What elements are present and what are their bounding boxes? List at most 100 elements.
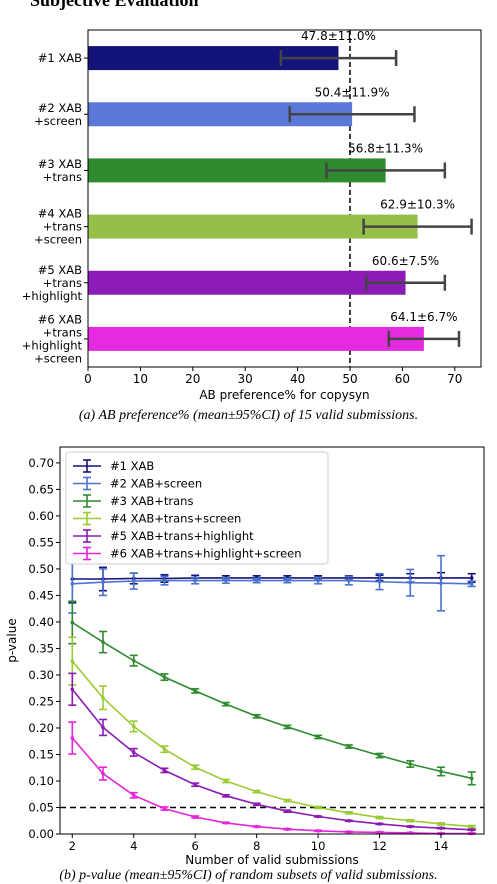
x-tick-label-2-10: 10: [311, 839, 326, 853]
x-tick-label-50: 50: [342, 372, 357, 386]
series-5-point-13: [408, 824, 413, 829]
x-tick-label-40: 40: [290, 372, 305, 386]
x-tick-label-30: 30: [238, 372, 253, 386]
series-5-point-8: [254, 802, 259, 807]
x-axis-label-2: Number of valid submissions: [185, 853, 359, 867]
series-6-point-5: [162, 806, 167, 811]
y-tick-label-10: 0.50: [28, 562, 54, 576]
series-6-point-6: [193, 815, 197, 819]
series-5-point-4: [131, 750, 136, 755]
y-tick-label-2: 0.10: [28, 774, 54, 788]
series-3-point-2: [70, 620, 75, 625]
legend-label-6: #6 XAB+trans+highlight+screen: [110, 547, 302, 561]
legend-label-2: #2 XAB+screen: [110, 477, 202, 491]
x-axis-label-1: AB preference% for copysyn: [199, 388, 369, 402]
y-tick-label-0: 0.00: [28, 827, 54, 841]
series-5-point-11: [347, 818, 351, 823]
category-label-1-1: #1 XAB: [38, 51, 82, 65]
series-3-point-6: [193, 689, 197, 693]
series-4-point-2: [70, 659, 75, 663]
series-2-point-11: [347, 578, 351, 583]
x-tick-label-2-8: 8: [253, 839, 260, 853]
x-tick-label-2-4: 4: [130, 839, 137, 853]
data-label-2: 50.4±11.9%: [315, 85, 390, 99]
legend-box: [65, 451, 329, 565]
category-label-5-2: +trans: [43, 276, 82, 290]
series-2-point-4: [131, 579, 136, 583]
series-3-point-10: [316, 735, 320, 739]
legend-label-5: #5 XAB+trans+highlight: [110, 529, 254, 543]
series-3-point-14: [439, 769, 443, 774]
x-tick-label-2-14: 14: [434, 839, 449, 853]
series-2-point-5: [162, 578, 167, 583]
y-axis-label-2: p-value: [5, 618, 19, 662]
series-3-point-8: [254, 714, 259, 719]
series-line-2: [72, 579, 472, 585]
series-line-3: [71, 621, 472, 780]
series-4-point-11: [347, 810, 351, 815]
y-tick-label-3: 0.15: [28, 747, 54, 761]
series-4-point-7: [224, 779, 228, 783]
y-tick-label-13: 0.65: [28, 482, 54, 496]
x-tick-label-2-2: 2: [69, 839, 76, 853]
series-2-point-7: [224, 578, 228, 583]
data-label-6: 64.1±6.7%: [390, 310, 457, 324]
legend-label-1: #1 XAB: [110, 459, 154, 473]
series-2-point-3: [101, 580, 105, 584]
series-2-point-9: [285, 578, 290, 583]
series-6-point-15: [469, 831, 474, 836]
series-3-point-5: [162, 675, 167, 679]
series-3-point-11: [347, 744, 351, 749]
category-label-6-3: +highlight: [22, 338, 83, 352]
y-tick-label-7: 0.35: [28, 641, 54, 655]
series-5-point-7: [224, 794, 228, 798]
category-label-6-4: +screen: [34, 351, 82, 365]
series-6-point-10: [316, 829, 320, 833]
series-5-point-14: [439, 826, 443, 830]
x-tick-label-0: 0: [84, 372, 92, 386]
category-label-5-1: #5 XAB: [38, 263, 82, 277]
series-2-point-6: [193, 578, 197, 583]
y-tick-label-6: 0.30: [28, 668, 54, 682]
series-4-point-8: [254, 789, 259, 794]
series-6-point-9: [285, 827, 290, 832]
x-tick-label-70: 70: [447, 372, 462, 386]
series-2-point-10: [316, 578, 320, 583]
series-6-point-8: [254, 824, 259, 829]
series-4-point-9: [285, 798, 290, 803]
series-3-point-4: [131, 658, 136, 663]
series-line-4: [71, 660, 472, 828]
plot-frame-1: [87, 29, 482, 368]
category-label-2-1: #2 XAB: [38, 101, 82, 115]
plot-frame-2: [59, 446, 485, 835]
y-tick-label-11: 0.55: [28, 535, 54, 549]
p-value-chart: 0.00 0.05 0.10 0.15 0.20 0.25 0.30 0.35 0.40 0.45…: [5, 446, 485, 867]
category-label-2-2: +screen: [34, 114, 82, 128]
series-1-point-15: [469, 576, 474, 580]
caption-b: (b) p-value (mean±95%CI) of random subse…: [59, 868, 438, 883]
data-label-1: 47.8±11.0%: [301, 29, 376, 43]
y-tick-label-8: 0.40: [28, 615, 54, 629]
series-3-point-7: [224, 702, 228, 706]
caption-a: (a) AB preference% (mean±95%CI) of 15 va…: [78, 408, 419, 423]
series-line-1: [72, 577, 472, 580]
category-label-4-1: #4 XAB: [38, 207, 82, 221]
category-label-5-3: +highlight: [22, 289, 83, 303]
series-4-point-5: [162, 747, 167, 751]
series-4-point-12: [377, 815, 382, 820]
y-tick-label-5: 0.25: [28, 694, 54, 708]
series-4-point-13: [408, 818, 413, 823]
series-4-point-15: [469, 824, 474, 829]
category-label-3-2: +trans: [43, 170, 82, 184]
legend: #1 XAB #2 XAB+screen #3 XAB+trans #4 XAB+tr…: [65, 451, 329, 565]
bar-6: [88, 326, 424, 351]
section-heading: Subjective Evaluation: [30, 0, 199, 10]
series-2-point-12: [377, 579, 382, 584]
data-label-4: 62.9±10.3%: [380, 198, 455, 212]
series-4-point-10: [316, 805, 320, 810]
series-3-point-9: [285, 725, 290, 729]
series-5-point-6: [193, 782, 197, 787]
series-6-point-11: [347, 830, 351, 834]
x-tick-label-2-6: 6: [192, 839, 199, 853]
series-line-5: [71, 688, 472, 831]
